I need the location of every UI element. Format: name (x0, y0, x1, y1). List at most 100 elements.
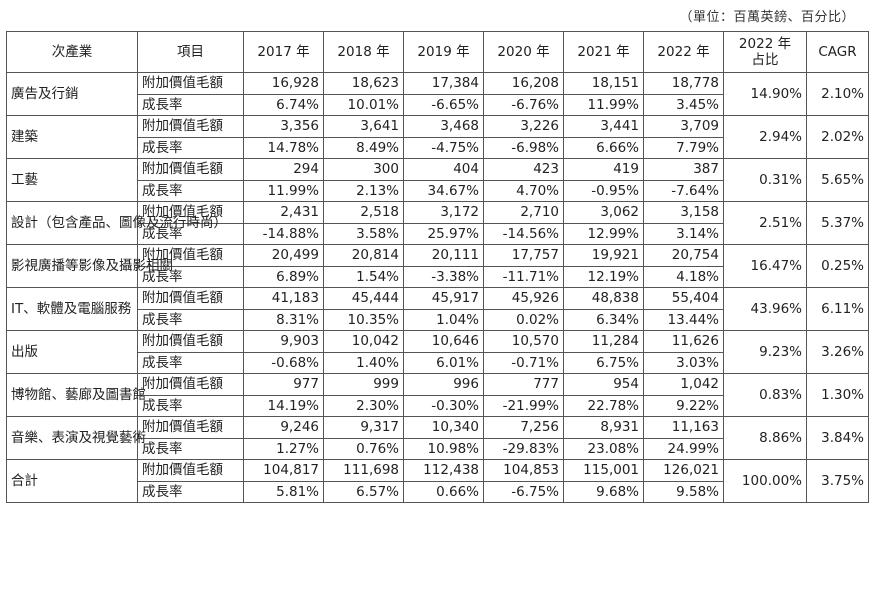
growth-cell: 8.49% (323, 136, 404, 159)
growth-cell: 24.99% (643, 437, 724, 460)
growth-cell: 0.76% (323, 437, 404, 460)
growth-cell: -21.99% (483, 394, 564, 417)
growth-cell: -3.38% (403, 265, 484, 288)
subindustry-name: 音樂、表演及視覺藝術 (6, 416, 146, 460)
share-2022-cell: 14.90% (723, 72, 807, 116)
table-row: 工藝 附加價值毛額 294 300 404 423 419 387 0.31% 5.65% (6, 158, 869, 202)
value-cell: 126,021 (643, 459, 724, 482)
table-body: 廣告及行銷 附加價值毛額 16,928 18,623 17,384 16,208 18,15… (6, 72, 869, 503)
cagr-cell: 0.25% (806, 244, 869, 288)
subindustry-name: 建築 (6, 115, 138, 159)
growth-cell: 25.97% (403, 222, 484, 245)
value-cell: 104,853 (483, 459, 564, 482)
value-cell: 3,158 (643, 201, 724, 224)
value-cell: 17,757 (483, 244, 564, 267)
creative-industries-table: 次產業 項目 2017 年 2018 年 2019 年 2020 年 2021 … (6, 31, 869, 503)
value-cell: 20,499 (243, 244, 324, 267)
share-2022-cell: 100.00% (723, 459, 807, 503)
growth-cell: 3.58% (323, 222, 404, 245)
table-row: 成長率 -14.88% 3.58% 25.97% -14.56% 12.99% 3.14% (7, 222, 869, 245)
share-2022-cell: 0.31% (723, 158, 807, 202)
growth-cell: 14.19% (243, 394, 324, 417)
item-label-value: 附加價值毛額 (137, 72, 244, 95)
header-2019: 2019 年 (403, 31, 484, 73)
subindustry-name: 設計（包含產品、圖像及流行時尚） (6, 201, 227, 245)
growth-cell: 23.08% (563, 437, 644, 460)
item-label-value: 附加價值毛額 (137, 201, 244, 224)
table-row: 建築 附加價值毛額 3,356 3,641 3,468 3,226 3,441 3,709 2.… (6, 115, 869, 159)
growth-cell: 14.78% (243, 136, 324, 159)
growth-cell: 9.68% (563, 480, 644, 503)
growth-cell: 4.18% (643, 265, 724, 288)
value-cell: 3,062 (563, 201, 644, 224)
value-cell: 2,431 (243, 201, 324, 224)
table-row: 成長率 8.31% 10.35% 1.04% 0.02% 6.34% 13.44% (7, 308, 869, 331)
item-label-growth: 成長率 (137, 179, 244, 202)
value-cell: 419 (563, 158, 644, 181)
cagr-cell: 3.26% (806, 330, 869, 374)
subindustry-name: IT、軟體及電腦服務 (6, 287, 138, 331)
growth-cell: -29.83% (483, 437, 564, 460)
growth-cell: 2.13% (323, 179, 404, 202)
value-cell: 18,778 (643, 72, 724, 95)
growth-cell: 6.74% (243, 93, 324, 116)
growth-cell: 3.45% (643, 93, 724, 116)
value-cell: 3,468 (403, 115, 484, 138)
value-cell: 55,404 (643, 287, 724, 310)
item-label-growth: 成長率 (137, 136, 244, 159)
growth-cell: -14.56% (483, 222, 564, 245)
cagr-cell: 6.11% (806, 287, 869, 331)
share-2022-cell: 16.47% (723, 244, 807, 288)
growth-cell: 13.44% (643, 308, 724, 331)
growth-cell: 11.99% (563, 93, 644, 116)
growth-cell: 10.01% (323, 93, 404, 116)
subindustry-name: 工藝 (6, 158, 138, 202)
table-row: 廣告及行銷 附加價值毛額 16,928 18,623 17,384 16,208 18,15… (6, 72, 869, 116)
cagr-cell: 1.30% (806, 373, 869, 417)
value-cell: 404 (403, 158, 484, 181)
growth-cell: 3.03% (643, 351, 724, 374)
value-cell: 16,928 (243, 72, 324, 95)
value-cell: 11,626 (643, 330, 724, 353)
cagr-cell: 5.65% (806, 158, 869, 202)
value-cell: 999 (323, 373, 404, 396)
value-cell: 996 (403, 373, 484, 396)
subindustry-name: 廣告及行銷 (6, 72, 138, 116)
growth-cell: 9.22% (643, 394, 724, 417)
value-cell: 16,208 (483, 72, 564, 95)
value-cell: 3,709 (643, 115, 724, 138)
value-cell: 8,931 (563, 416, 644, 439)
growth-cell: 10.98% (403, 437, 484, 460)
table-row: 博物館、藝廊及圖書館 附加價值毛額 977 999 996 777 954 1,042 0.83… (6, 373, 869, 417)
subindustry-name: 出版 (6, 330, 138, 374)
value-cell: 3,441 (563, 115, 644, 138)
value-cell: 3,226 (483, 115, 564, 138)
growth-cell: -6.76% (483, 93, 564, 116)
value-cell: 18,151 (563, 72, 644, 95)
growth-cell: 2.30% (323, 394, 404, 417)
value-cell: 115,001 (563, 459, 644, 482)
value-cell: 10,340 (403, 416, 484, 439)
growth-cell: 0.02% (483, 308, 564, 331)
value-cell: 41,183 (243, 287, 324, 310)
item-label-value: 附加價值毛額 (137, 459, 244, 482)
value-cell: 3,356 (243, 115, 324, 138)
share-2022-cell: 0.83% (723, 373, 807, 417)
item-label-growth: 成長率 (137, 437, 244, 460)
item-label-value: 附加價值毛額 (137, 373, 244, 396)
table-row: 出版 附加價值毛額 9,903 10,042 10,646 10,570 11,284 11,… (6, 330, 869, 374)
value-cell: 20,814 (323, 244, 404, 267)
header-2022: 2022 年 (643, 31, 724, 73)
item-label-growth: 成長率 (137, 222, 244, 245)
value-cell: 7,256 (483, 416, 564, 439)
value-cell: 45,926 (483, 287, 564, 310)
growth-cell: -14.88% (243, 222, 324, 245)
table-row: 影視廣播等影像及攝影相關 附加價值毛額 20,499 20,814 20,111 17,7… (6, 244, 869, 288)
value-cell: 387 (643, 158, 724, 181)
value-cell: 9,903 (243, 330, 324, 353)
value-cell: 11,163 (643, 416, 724, 439)
growth-cell: 6.01% (403, 351, 484, 374)
value-cell: 10,570 (483, 330, 564, 353)
subindustry-name: 合計 (6, 459, 138, 503)
growth-cell: -6.98% (483, 136, 564, 159)
